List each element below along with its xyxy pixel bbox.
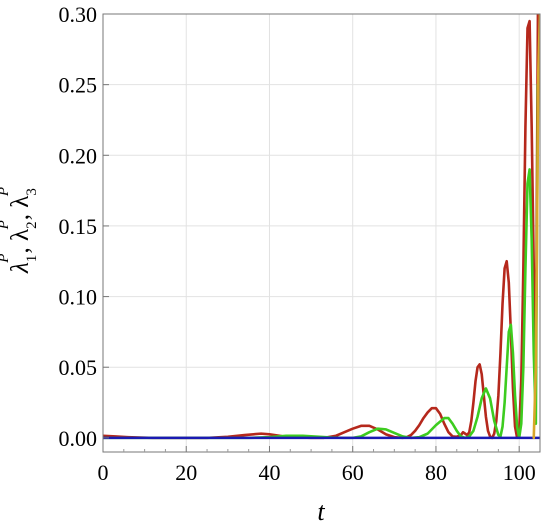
plot-frame xyxy=(102,13,541,453)
y-tick-label: 0.15 xyxy=(59,214,98,239)
y-tick-label: 0.00 xyxy=(59,426,98,451)
y-axis-title: λ1P, λ2P, λ3P xyxy=(0,187,40,274)
x-axis-title: t xyxy=(317,497,325,526)
y-tick-label: 0.05 xyxy=(59,355,98,380)
x-tick-label: 20 xyxy=(175,460,197,485)
y-tick-label: 0.25 xyxy=(59,73,98,98)
x-tick-label: 100 xyxy=(503,460,536,485)
x-tick-label: 0 xyxy=(98,460,109,485)
x-tick-label: 40 xyxy=(258,460,280,485)
series-layer xyxy=(103,14,540,440)
y-tick-label: 0.30 xyxy=(59,2,98,27)
series-line-2 xyxy=(103,83,540,440)
y-tick-label: 0.20 xyxy=(59,143,98,168)
y-axis: 0.00 0.05 0.10 0.15 0.20 0.25 0.30 xyxy=(59,2,109,451)
x-tick-label: 80 xyxy=(425,460,447,485)
x-tick-label: 60 xyxy=(342,460,364,485)
y-tick-label: 0.10 xyxy=(59,285,98,310)
series-line-4 xyxy=(532,14,540,440)
x-axis: 0 20 40 60 80 100 xyxy=(98,446,536,485)
